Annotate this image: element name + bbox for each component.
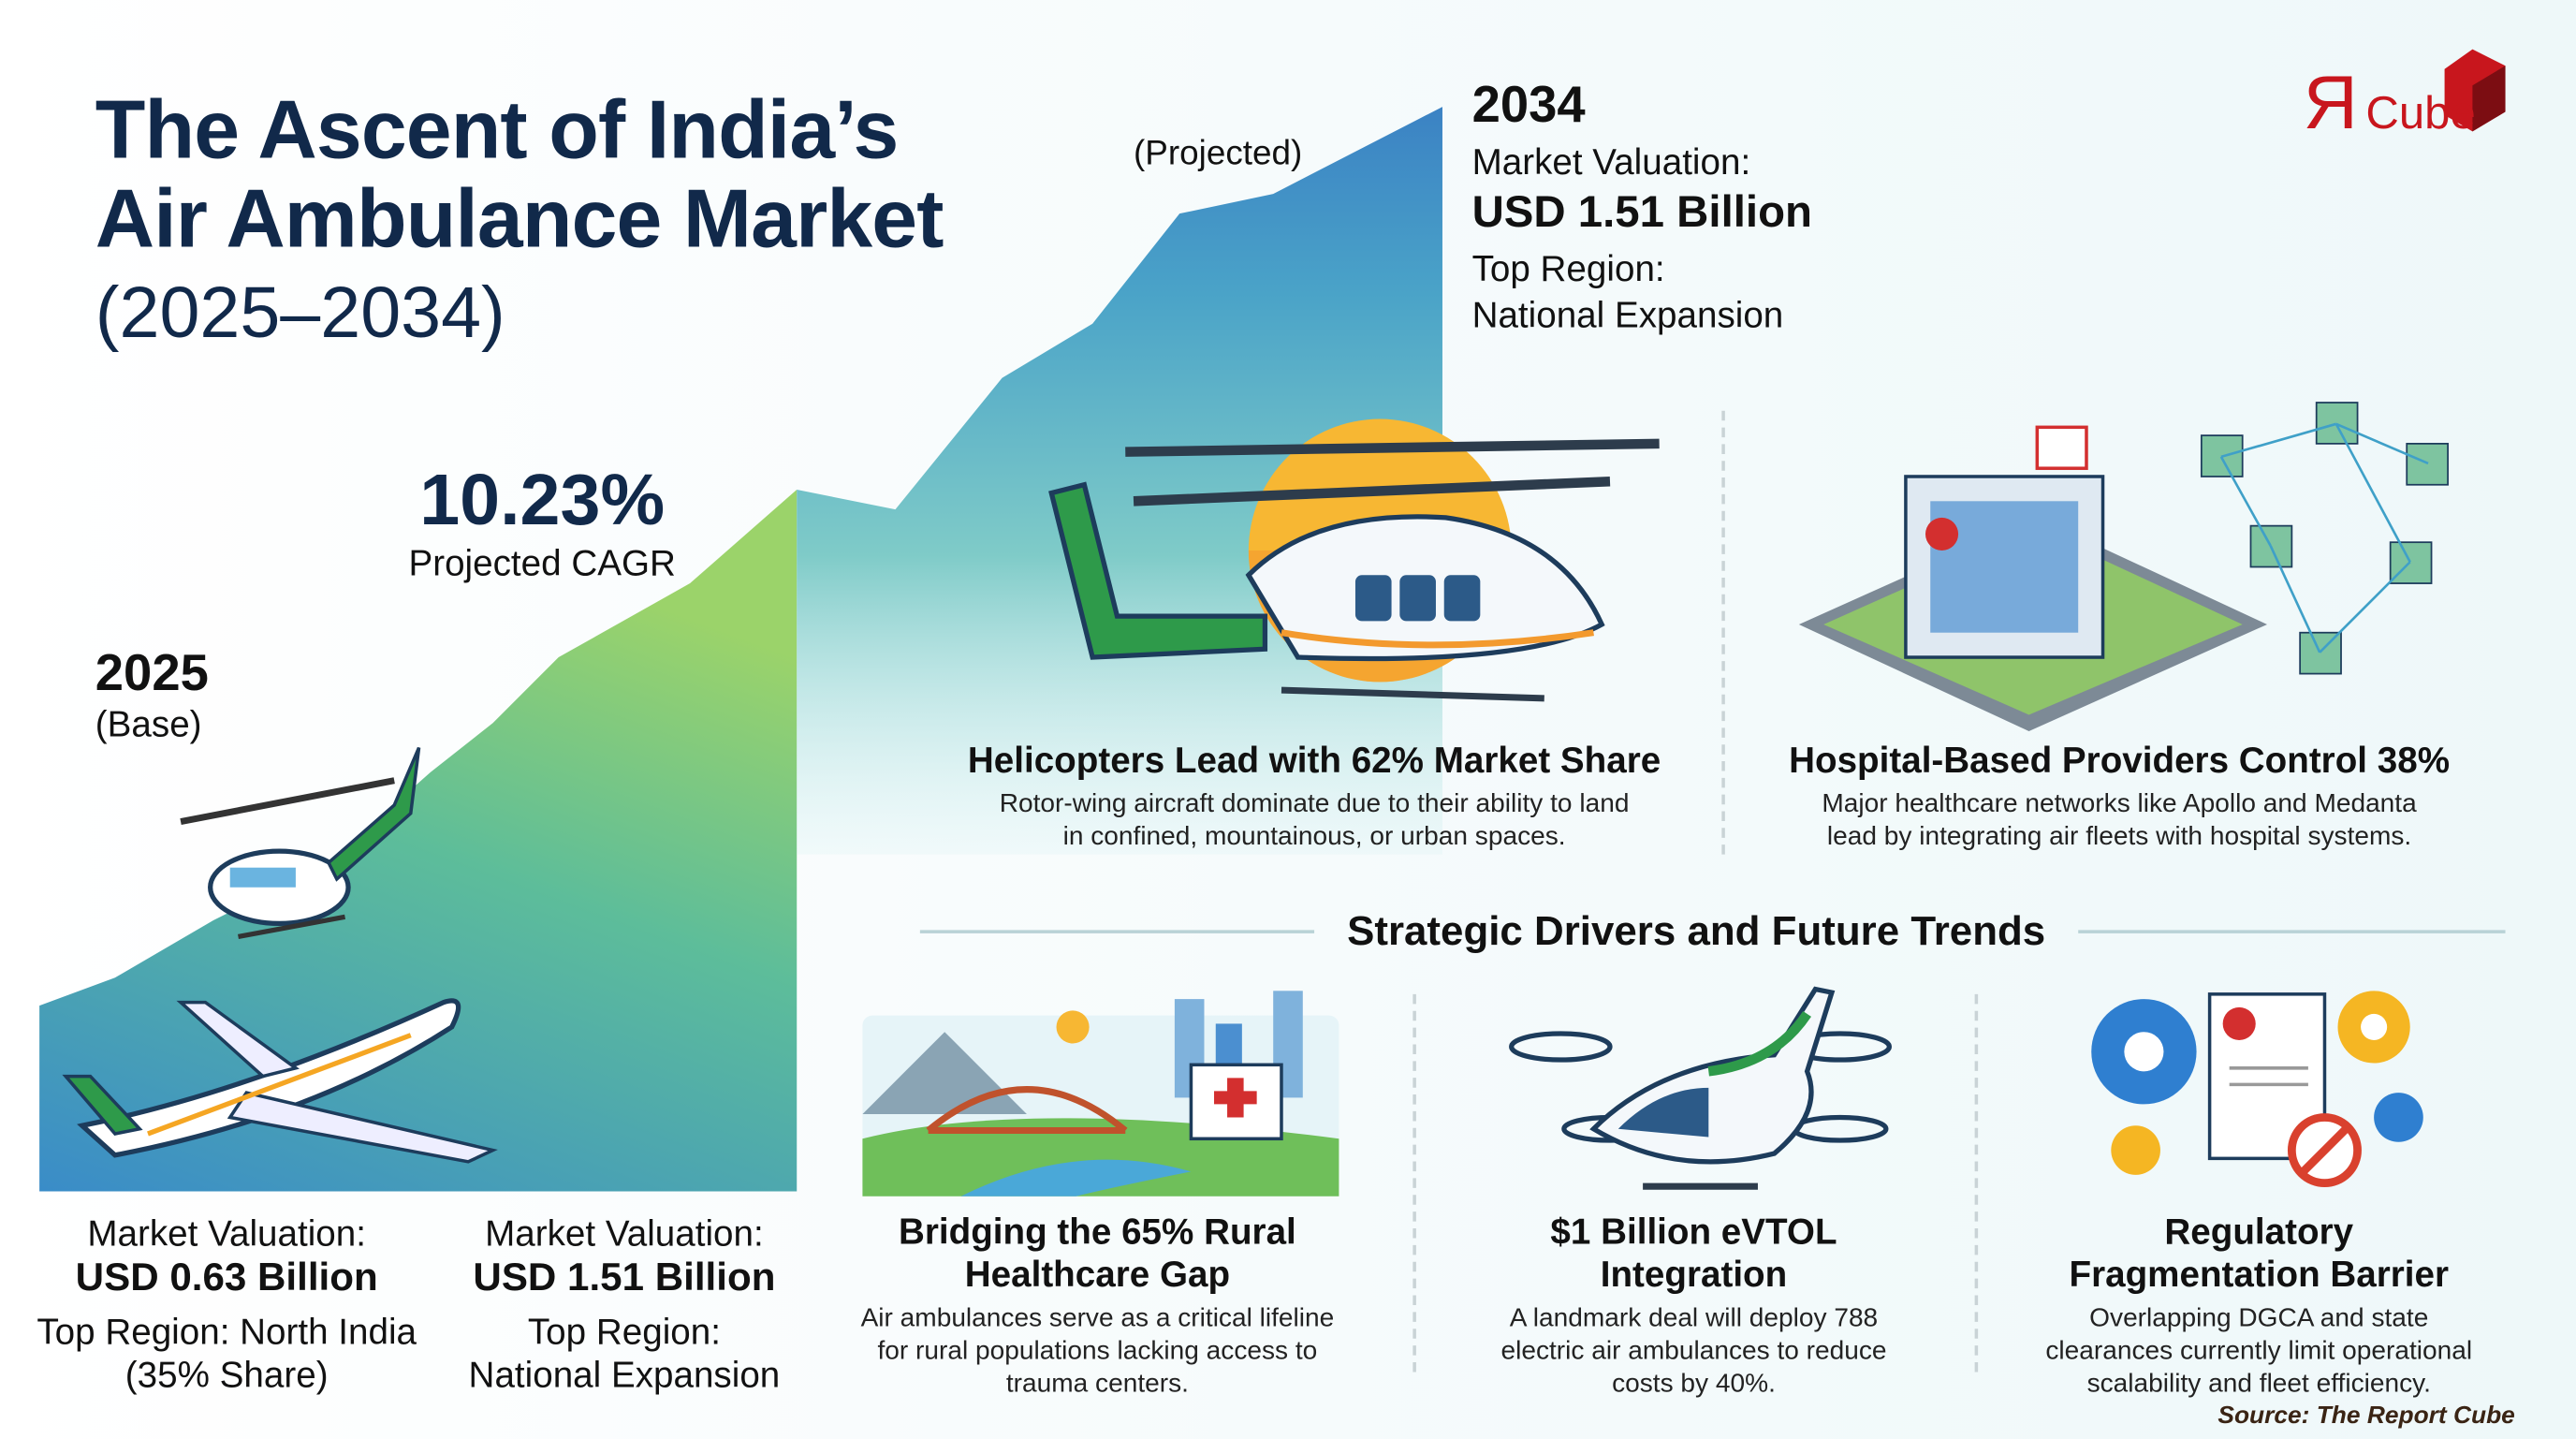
page-title: The Ascent of India’s Air Ambulance Mark… [95, 85, 944, 263]
region-2025: Top Region: North India [37, 1311, 417, 1353]
valuation-2025: USD 0.63 Billion [75, 1255, 378, 1300]
driver-evtol: $1 Billion eVTOL Integration A landmark … [1431, 1211, 1957, 1402]
section-rule-right [2078, 930, 2506, 933]
hospital-network-icon [1798, 402, 2449, 732]
driver-desc: Overlapping DGCA and state [2089, 1304, 2429, 1333]
mountain-2025-segment [39, 490, 798, 1192]
hospital-highlight: Hospital-Based Providers Control 38% Maj… [1741, 740, 2496, 855]
driver-desc: Air ambulances serve as a critical lifel… [860, 1304, 1335, 1333]
cagr-label: Projected CAGR [408, 542, 676, 584]
driver-title: Regulatory [2164, 1211, 2354, 1253]
driver-desc: electric air ambulances to reduce [1500, 1337, 1887, 1366]
regulation-gears-icon [2091, 991, 2423, 1188]
bottom-left-2025-stats: Market Valuation: USD 0.63 Billion Top R… [30, 1212, 424, 1397]
title-line-2: Air Ambulance Market [95, 172, 944, 265]
divider [1412, 993, 1416, 1373]
driver-title: Bridging the 65% Rural [898, 1211, 1296, 1253]
highlight-desc: lead by integrating air fleets with hosp… [1826, 823, 2412, 852]
svg-text:Cube: Cube [2365, 88, 2475, 139]
valuation-label: Market Valuation: [1471, 140, 1751, 183]
region-share: (35% Share) [124, 1354, 329, 1396]
valuation-2034: USD 1.51 Billion [1471, 187, 1812, 237]
region-2034: National Expansion [468, 1354, 781, 1396]
title-line-1: The Ascent of India’s [95, 83, 900, 176]
driver-title: Healthcare Gap [964, 1254, 1231, 1296]
bottom-left-2034-stats: Market Valuation: USD 1.51 Billion Top R… [427, 1212, 821, 1397]
valuation-2034: USD 1.51 Billion [473, 1255, 776, 1300]
section-title: Strategic Drivers and Future Trends [1347, 908, 2046, 955]
year-2025: 2025 [95, 643, 209, 702]
cagr-block: 10.23% Projected CAGR [378, 460, 707, 584]
mountain-2034-segment [797, 107, 1442, 855]
region-label: Top Region: [527, 1311, 721, 1353]
evtol-icon [1509, 986, 1892, 1190]
driver-desc: costs by 40%. [1612, 1370, 1776, 1399]
driver-rural-gap: Bridging the 65% Rural Healthcare Gap Ai… [835, 1211, 1361, 1402]
cube-icon: Я Cube [2304, 49, 2506, 145]
driver-title: $1 Billion eVTOL [1550, 1211, 1837, 1253]
year-2025-block: 2025 (Base) [95, 644, 209, 746]
small-helicopter-icon [180, 746, 421, 939]
driver-desc: clearances currently limit operational [2045, 1337, 2473, 1366]
highlight-title: Hospital-Based Providers Control 38% [1789, 739, 2451, 781]
year-2034: 2034 [1471, 75, 1586, 134]
driver-desc: A landmark deal will deploy 788 [1509, 1304, 1879, 1333]
base-label: (Base) [95, 703, 202, 745]
driver-title: Fragmentation Barrier [2069, 1254, 2450, 1296]
divider [1721, 410, 1725, 855]
cagr-value: 10.23% [419, 460, 666, 541]
helicopter-highlight: Helicopters Lead with 62% Market Share R… [920, 740, 1708, 855]
driver-desc: scalability and fleet efficiency. [2086, 1370, 2431, 1399]
divider [1974, 993, 1979, 1373]
svg-text:Я: Я [2304, 61, 2358, 145]
region-2034: National Expansion [1471, 294, 1784, 336]
period-subtitle: (2025–2034) [95, 272, 505, 354]
helicopter-icon [1048, 418, 1660, 702]
year-2034-block: 2034 Market Valuation: USD 1.51 Billion … [1472, 76, 1812, 337]
source-credit: Source: The Report Cube [2217, 1402, 2515, 1430]
driver-title: Integration [1600, 1254, 1788, 1296]
driver-desc: for rural populations lacking access to [877, 1337, 1318, 1366]
highlight-desc: Major healthcare networks like Apollo an… [1822, 790, 2417, 819]
region-label: Top Region: [1471, 248, 1665, 289]
highlight-title: Helicopters Lead with 62% Market Share [967, 739, 1661, 781]
valuation-label: Market Valuation: [87, 1212, 367, 1255]
valuation-label: Market Valuation: [485, 1212, 764, 1255]
highlight-desc: in confined, mountainous, or urban space… [1062, 823, 1566, 852]
air-ambulance-plane-icon [62, 998, 498, 1164]
driver-regulatory: Regulatory Fragmentation Barrier Overlap… [1996, 1211, 2522, 1402]
rural-bridge-icon [862, 991, 1339, 1197]
projected-label: (Projected) [1134, 134, 1303, 173]
rcube-logo: Я Cube [2300, 49, 2546, 148]
highlight-desc: Rotor-wing aircraft dominate due to thei… [999, 790, 1630, 819]
section-rule-left [919, 930, 1315, 933]
driver-desc: trauma centers. [1005, 1370, 1189, 1399]
